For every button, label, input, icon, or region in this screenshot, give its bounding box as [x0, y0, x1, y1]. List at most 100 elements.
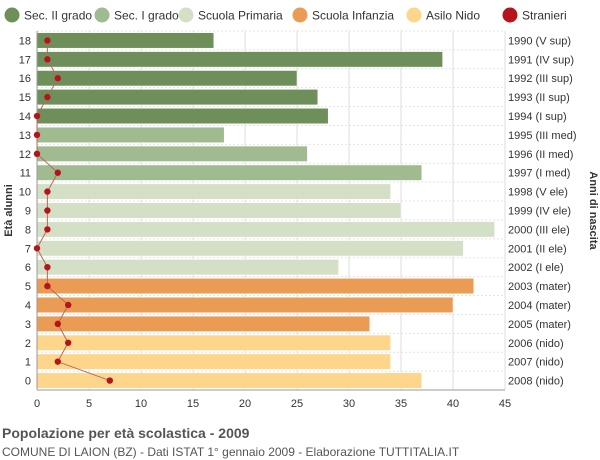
y-right-tick-label: 2008 (nido) [508, 376, 564, 388]
stranieri-point [106, 377, 114, 384]
x-tick-label: 40 [447, 398, 459, 410]
legend-label: Asilo Nido [426, 9, 480, 23]
x-tick-label: 30 [343, 398, 355, 410]
y-right-tick-label: 1997 (I med) [508, 168, 570, 180]
stranieri-point [44, 188, 51, 195]
stranieri-point [44, 226, 51, 233]
x-tick-label: 45 [499, 398, 511, 410]
y-right-tick-label: 2004 (mater) [508, 300, 571, 312]
bar [36, 51, 443, 68]
y-tick-label: 3 [25, 319, 31, 331]
y-tick-label: 17 [19, 54, 31, 66]
bar [36, 108, 329, 125]
y-right-tick-label: 2002 (I ele) [508, 262, 564, 274]
bar [36, 240, 464, 257]
stranieri-point [44, 282, 51, 290]
y-right-tick-label: 1994 (I sup) [508, 111, 567, 123]
y-right-tick-label: 1998 (V ele) [508, 187, 568, 199]
legend-label: Scuola Infanzia [312, 9, 394, 23]
bar [36, 334, 391, 351]
stranieri-point [54, 75, 61, 82]
y-tick-label: 5 [25, 281, 31, 293]
x-tick-label: 20 [239, 398, 251, 410]
y-tick-label: 4 [25, 300, 31, 312]
bar [36, 126, 225, 143]
stranieri-point [33, 150, 41, 158]
y-right-tick-label: 1991 (IV sup) [508, 54, 574, 66]
y-tick-label: 2 [25, 338, 31, 350]
y-tick-label: 9 [25, 206, 31, 218]
y-right-axis-title: Anni di nascita [587, 171, 599, 250]
x-tick-label: 25 [291, 398, 303, 410]
y-right-tick-label: 1996 (II med) [508, 149, 573, 161]
stranieri-point [44, 56, 51, 63]
stranieri-point [65, 301, 72, 309]
x-tick-label: 10 [135, 398, 147, 410]
stranieri-point [44, 263, 51, 271]
bar [36, 183, 391, 200]
y-tick-label: 8 [25, 224, 31, 236]
y-axis-title: Età alunni [3, 184, 15, 237]
bar [36, 164, 423, 181]
y-right-tick-label: 2006 (nido) [508, 338, 564, 350]
bar [36, 145, 308, 162]
y-tick-label: 1 [25, 357, 31, 369]
bar [36, 32, 215, 49]
y-right-tick-label: 2000 (III ele) [508, 224, 570, 236]
bar [36, 259, 339, 276]
stranieri-point [54, 358, 61, 365]
y-tick-label: 13 [19, 130, 31, 142]
bar [36, 278, 475, 295]
y-right-tick-label: 1990 (V sup) [508, 35, 571, 47]
legend-swatch [94, 7, 110, 23]
legend-label: Sec. II grado [24, 9, 92, 23]
y-tick-label: 12 [19, 149, 31, 161]
bar [36, 221, 495, 238]
y-right-tick-label: 1995 (III med) [508, 130, 576, 142]
stranieri-point [54, 169, 61, 176]
legend-swatch [502, 7, 518, 23]
bar [36, 202, 402, 219]
legend-swatch [292, 7, 308, 23]
legend-swatch [406, 7, 422, 23]
y-tick-label: 6 [25, 262, 31, 274]
y-tick-label: 11 [20, 168, 31, 180]
bar [36, 89, 319, 106]
y-right-tick-label: 1999 (IV ele) [508, 206, 571, 218]
bar [36, 315, 371, 332]
legend-label: Stranieri [522, 9, 567, 23]
y-tick-label: 15 [19, 92, 31, 104]
legend-swatch [4, 7, 20, 23]
legend-label: Sec. I grado [114, 9, 179, 23]
chart-subtitle: COMUNE DI LAION (BZ) - Dati ISTAT 1° gen… [2, 445, 460, 459]
y-right-tick-label: 1993 (II sup) [508, 92, 570, 104]
stranieri-point [44, 37, 51, 44]
y-right-tick-label: 2001 (II ele) [508, 243, 567, 255]
y-right-tick-label: 2003 (mater) [508, 281, 571, 293]
stranieri-point [44, 93, 51, 101]
stranieri-point [54, 320, 61, 328]
x-tick-label: 5 [86, 398, 92, 410]
x-tick-label: 35 [395, 398, 407, 410]
bar [36, 70, 298, 87]
stranieri-point [33, 245, 41, 252]
y-right-tick-label: 2005 (mater) [508, 319, 571, 331]
y-tick-label: 16 [19, 73, 31, 85]
chart-title: Popolazione per età scolastica - 2009 [2, 425, 250, 441]
stranieri-point [44, 207, 51, 214]
y-tick-label: 10 [19, 187, 31, 199]
y-right-tick-label: 1992 (III sup) [508, 73, 573, 85]
stranieri-point [33, 131, 41, 139]
legend-label: Scuola Primaria [198, 9, 283, 23]
stranieri-point [65, 339, 72, 346]
y-tick-label: 14 [19, 111, 31, 123]
x-tick-label: 0 [34, 398, 40, 410]
legend-swatch [178, 7, 194, 23]
y-tick-label: 0 [25, 376, 31, 388]
x-tick-label: 15 [187, 398, 199, 410]
y-tick-label: 18 [19, 35, 31, 47]
y-right-tick-label: 2007 (nido) [508, 357, 564, 369]
y-tick-label: 7 [25, 243, 31, 255]
bar [36, 296, 454, 313]
